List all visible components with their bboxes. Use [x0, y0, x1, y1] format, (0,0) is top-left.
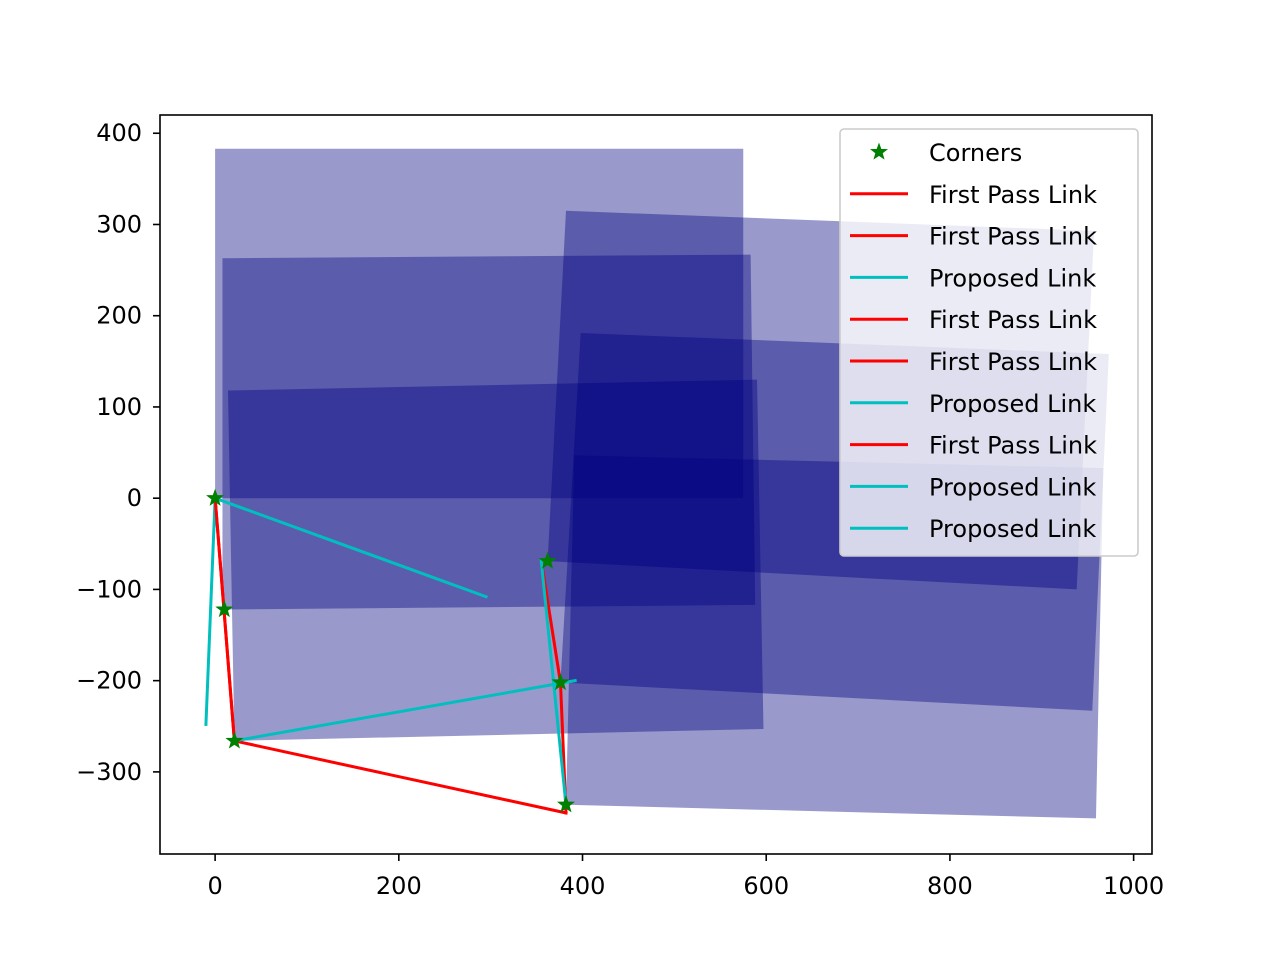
y-tick-label: 400: [96, 119, 142, 147]
y-tick-label: −300: [76, 758, 142, 786]
y-tick-label: −200: [76, 667, 142, 695]
corners: [206, 488, 575, 813]
legend-label: First Pass Link: [929, 432, 1097, 460]
legend-box: [839, 128, 1139, 557]
legend-label: First Pass Link: [929, 181, 1097, 209]
x-tick-label: 200: [376, 872, 422, 900]
y-tick-label: 300: [96, 210, 142, 238]
link-line-9: [539, 558, 568, 807]
y-tick-label: −100: [76, 575, 142, 603]
x-tick-label: 0: [207, 872, 222, 900]
corner-marker-4: [538, 551, 557, 569]
legend-label: First Pass Link: [929, 223, 1097, 251]
y-tick-label: 200: [96, 302, 142, 330]
legend-label: First Pass Link: [929, 348, 1097, 376]
image-tile-1: [215, 148, 744, 499]
y-axis: −300 −200 −100 0 100 200 300 400: [76, 119, 160, 786]
corner-marker-1: [206, 488, 225, 506]
legend: Corners First Pass Link First Pass Link Pro…: [839, 128, 1139, 557]
legend-marker-corners: [869, 142, 889, 160]
legend-label: Proposed Link: [929, 515, 1096, 543]
y-tick-label: 100: [96, 393, 142, 421]
link-line-8: [232, 678, 577, 743]
x-tick-label: 600: [743, 872, 789, 900]
legend-label: Corners: [929, 139, 1022, 167]
links: [204, 496, 577, 815]
link-line-3: [213, 496, 488, 599]
corner-marker-2: [215, 600, 234, 618]
x-tick-label: 800: [927, 872, 973, 900]
y-tick-label: 0: [127, 484, 142, 512]
corner-marker-3: [225, 731, 244, 749]
link-line-6: [204, 496, 217, 727]
legend-label: First Pass Link: [929, 306, 1097, 334]
x-tick-label: 1000: [1103, 872, 1164, 900]
image-tile-2: [222, 254, 756, 610]
corner-marker-6: [556, 795, 575, 813]
corner-marker-5: [551, 673, 570, 691]
legend-label: Proposed Link: [929, 390, 1096, 418]
link-line-2: [232, 739, 568, 815]
legend-label: Proposed Link: [929, 264, 1096, 292]
link-line-7: [213, 496, 237, 743]
x-axis: 0 200 400 600 800 1000: [207, 854, 1164, 900]
axes-frame: [159, 114, 1153, 855]
image-tile-3: [227, 379, 764, 741]
x-tick-label: 400: [560, 872, 606, 900]
legend-label: Proposed Link: [929, 473, 1096, 501]
